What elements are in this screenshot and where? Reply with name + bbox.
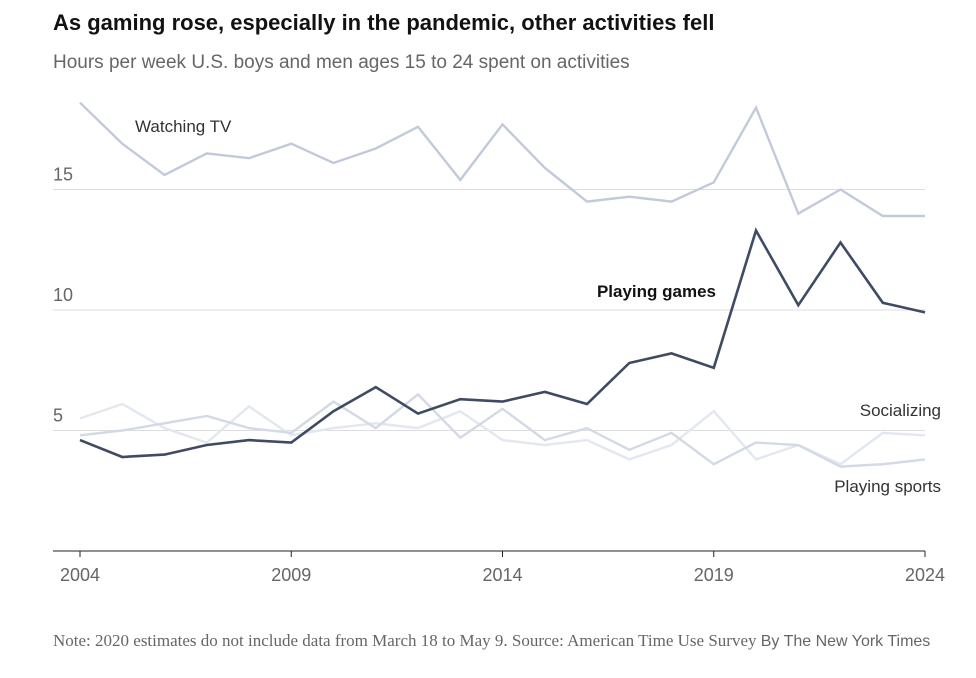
x-tick-label: 2024 — [905, 565, 945, 585]
chart-title: As gaming rose, especially in the pandem… — [53, 10, 715, 35]
series-label-playing-sports: Playing sports — [834, 477, 941, 496]
credit-text: By The New York Times — [760, 633, 931, 650]
chart-note: Note: 2020 estimates do not include data… — [53, 629, 933, 654]
x-tick-label: 2009 — [271, 565, 311, 585]
series-label-socializing: Socializing — [860, 401, 941, 420]
series-line-watching-tv — [79, 101, 925, 218]
series-label-watching-tv: Watching TV — [135, 117, 232, 136]
series-label-playing-games: Playing games — [597, 282, 716, 301]
x-tick-label: 2014 — [482, 565, 522, 585]
x-axis: 2004 2009 2014 2019 2024 — [53, 550, 945, 585]
y-tick-label: 10 — [53, 285, 73, 305]
x-tick-label: 2004 — [60, 565, 100, 585]
chart-subtitle: Hours per week U.S. boys and men ages 15… — [53, 52, 630, 73]
series-labels: Watching TV Playing games Socializing Playi… — [135, 117, 941, 496]
series-line-playing-games — [79, 227, 926, 459]
y-tick-label: 5 — [53, 406, 63, 426]
line-chart: 5 10 15 2004 2009 2014 2019 2024 Watching TV Pl… — [53, 101, 945, 585]
series-lines — [79, 101, 926, 468]
series-line-socializing — [79, 402, 926, 466]
x-tick-label: 2019 — [694, 565, 734, 585]
series-line-playing-sports — [79, 392, 926, 468]
note-text: Note: 2020 estimates do not include data… — [53, 631, 757, 650]
y-tick-label: 15 — [53, 165, 73, 185]
